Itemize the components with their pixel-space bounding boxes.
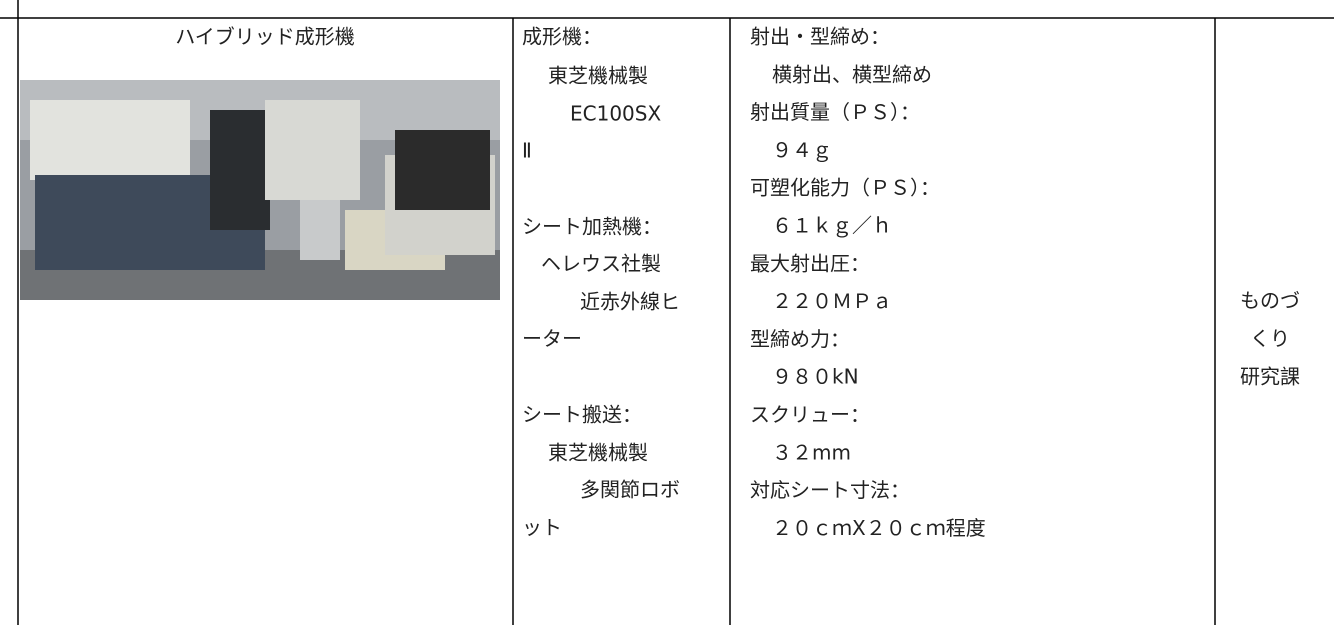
- spec-column: 成形機： 東芝機械製 EC100SX Ⅱ シート加熱機： ヘレウス社製 近赤外線…: [522, 25, 680, 540]
- spec-line: ２２０ＭＰａ: [772, 289, 892, 313]
- spec-line: 多関節ロボ: [580, 478, 680, 502]
- spec-line: ９８０kN: [772, 365, 859, 389]
- spec-line: EC100SX: [570, 102, 661, 126]
- spec-line: ２０ｃｍX２０ｃｍ程度: [772, 516, 986, 540]
- spec-line: ３２mm: [772, 440, 851, 464]
- department-line: ものづ: [1240, 289, 1300, 313]
- spec-line: ヘレウス社製: [541, 252, 661, 276]
- spec-line: 成形機：: [522, 25, 602, 49]
- spec-line: ーター: [522, 327, 582, 351]
- spec-line: シート搬送：: [522, 403, 642, 427]
- spec-line: 対応シート寸法：: [750, 478, 910, 502]
- spec-line: 東芝機械製: [548, 441, 648, 465]
- spec-line: 型締め力：: [750, 327, 850, 351]
- equipment-name: ハイブリッド成形機: [175, 25, 355, 49]
- photo: [20, 80, 500, 300]
- spec-line: 可塑化能力（ＰＳ）：: [750, 176, 940, 200]
- spec-line: 射出質量（ＰＳ）：: [750, 100, 920, 124]
- spec-line: 射出・型締め：: [750, 25, 890, 49]
- department-line: くり: [1250, 327, 1290, 351]
- department: ものづ くり 研究課: [1240, 289, 1300, 389]
- spec-line: ６１ｋｇ／ｈ: [772, 214, 892, 238]
- spec-line: ９４ｇ: [772, 138, 832, 162]
- spec-line: Ⅱ: [522, 139, 532, 163]
- spec-line: スクリュー：: [750, 403, 870, 427]
- spec-line: 最大射出圧：: [750, 251, 870, 275]
- department-line: 研究課: [1240, 365, 1300, 389]
- spec-line: 近赤外線ヒ: [580, 290, 680, 314]
- spec-line: 横射出、横型締め: [772, 62, 932, 86]
- spec-line: シート加熱機：: [522, 215, 662, 239]
- spec-line: 東芝機械製: [548, 64, 648, 88]
- spec-line: ット: [522, 516, 562, 540]
